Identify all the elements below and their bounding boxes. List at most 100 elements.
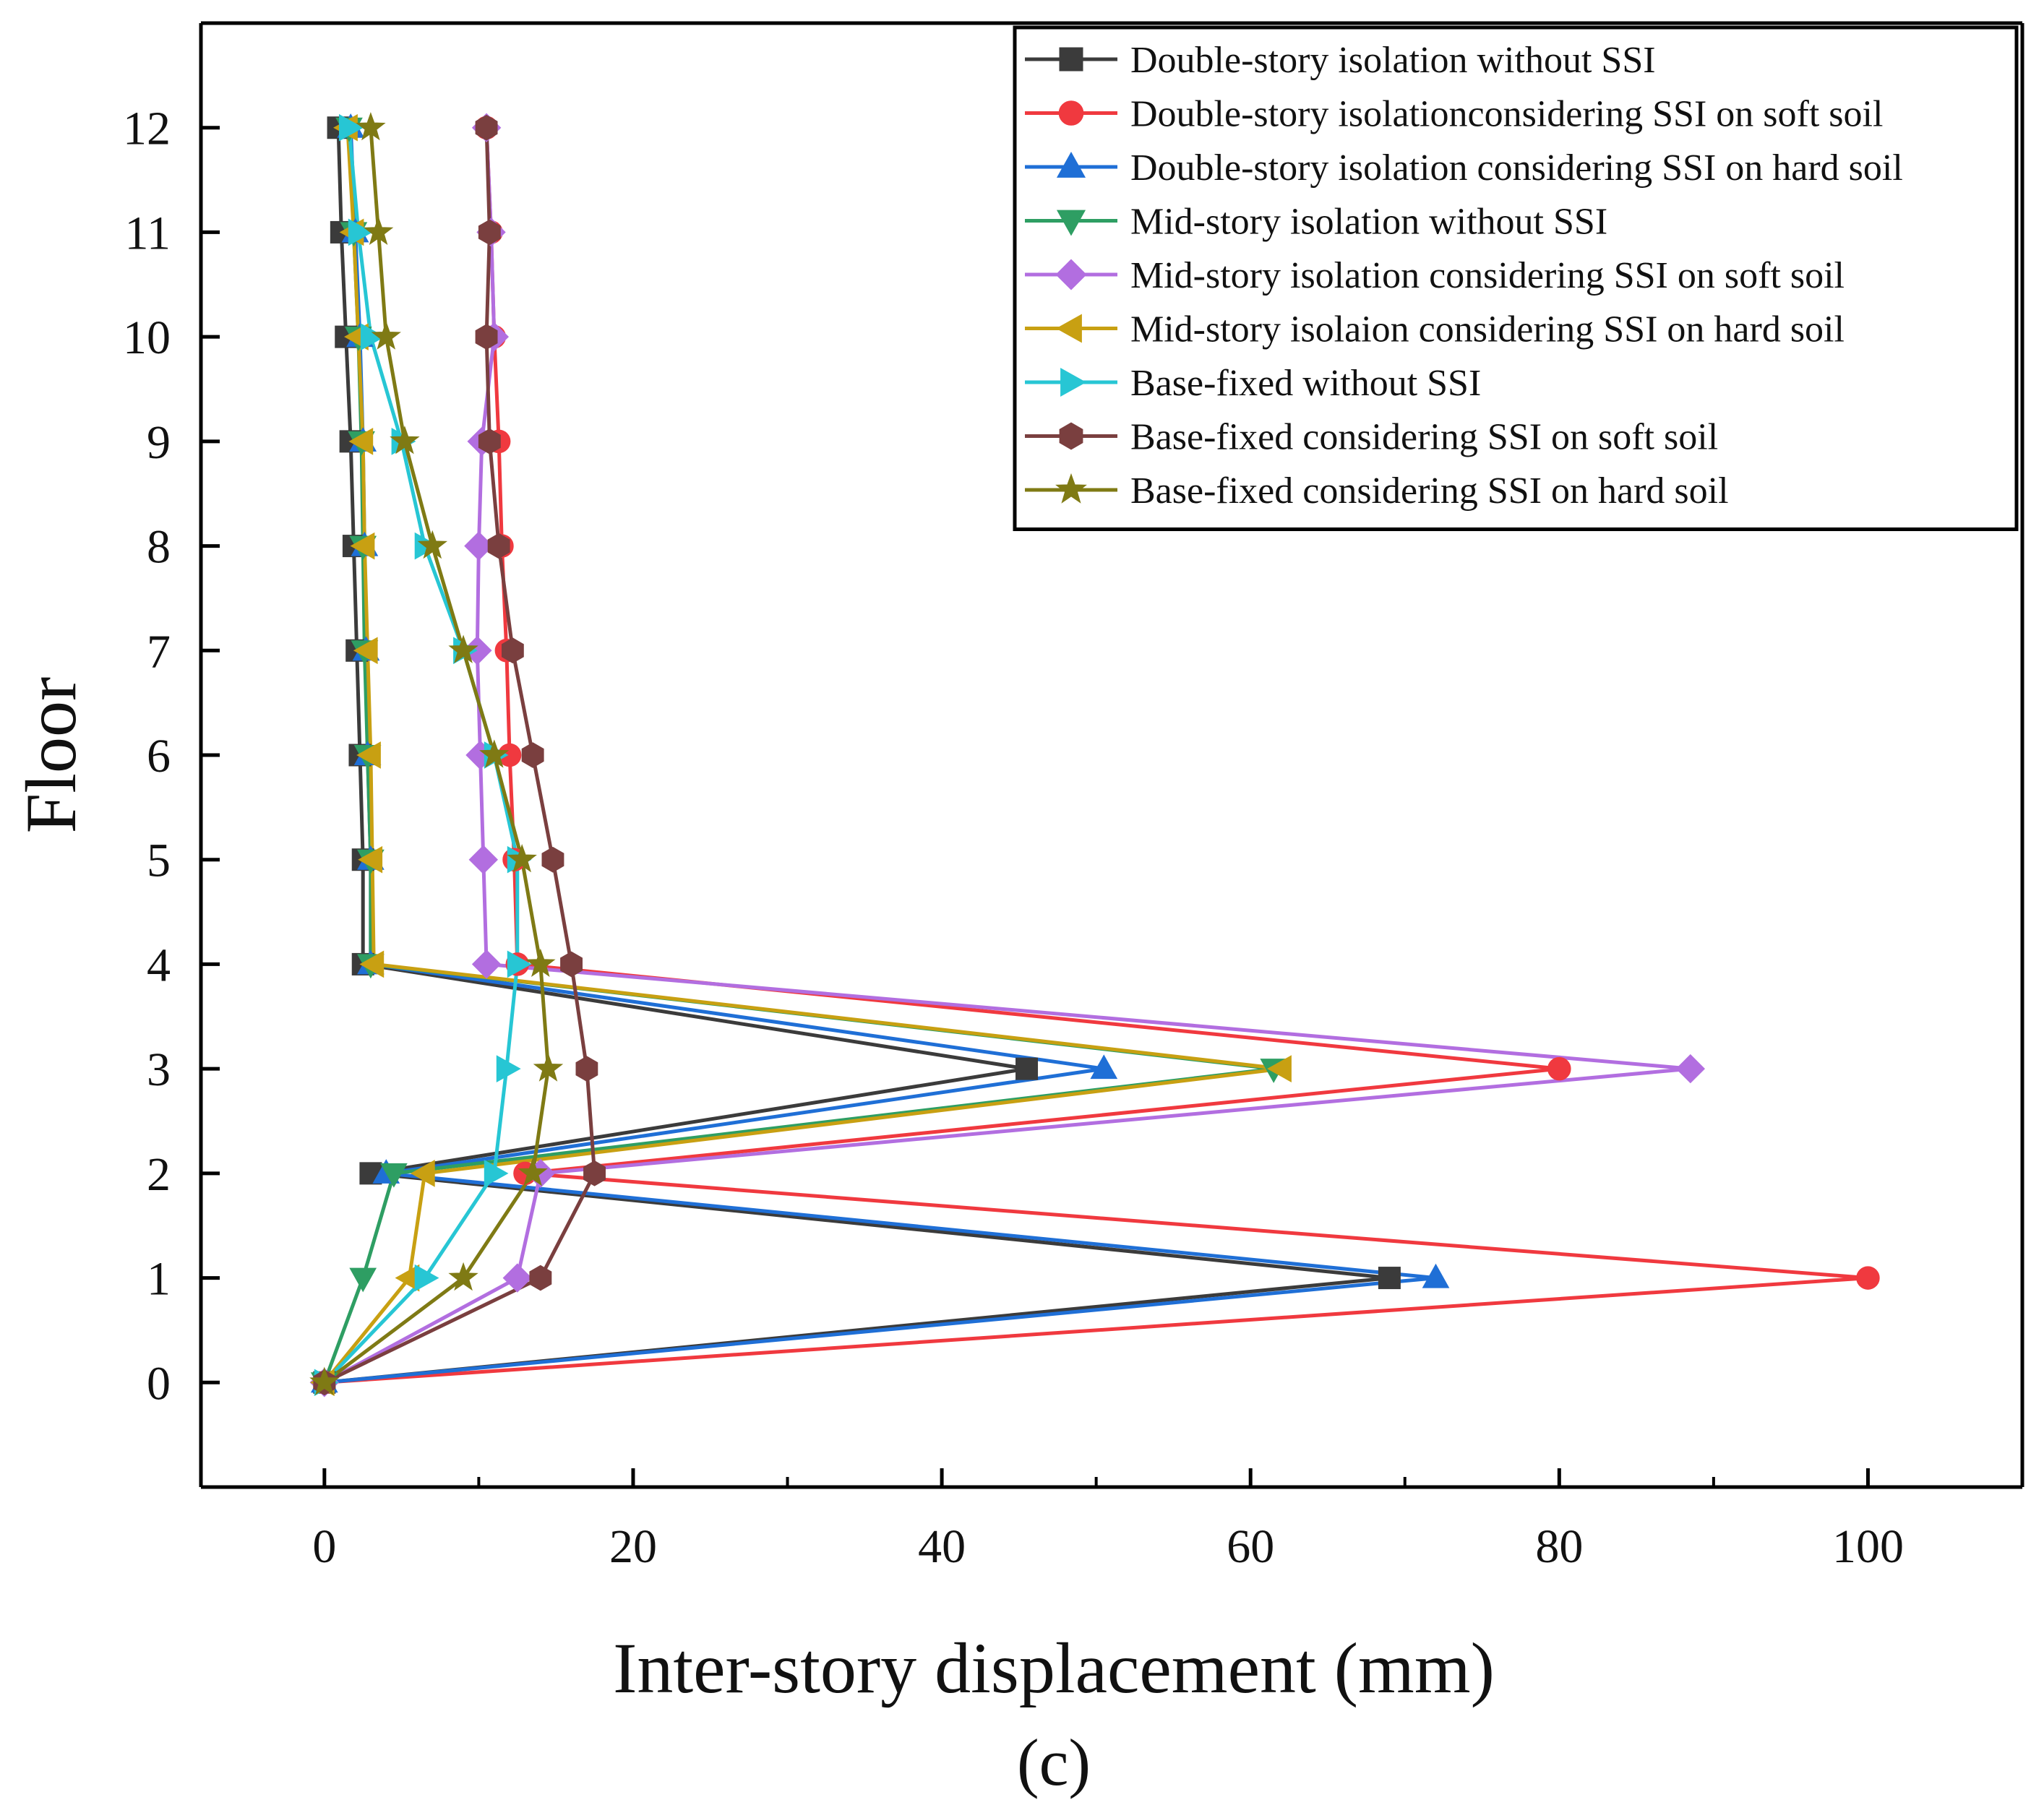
data-point [348,218,373,246]
data-point [496,1055,521,1082]
data-point [1015,1057,1039,1080]
legend-item: Double-story isolationconsidering SSI on… [1025,94,1883,135]
data-point [349,1267,377,1293]
x-tick-label: 0 [312,1520,336,1573]
data-point [487,533,510,559]
x-tick-label: 80 [1535,1520,1583,1573]
data-point [471,949,502,979]
data-point [1422,1263,1450,1288]
data-point [417,530,448,559]
y-tick-label: 8 [147,521,171,574]
data-point [507,950,532,978]
y-tick-label: 7 [147,625,171,678]
legend-item: Double-story isolation without SSI [1025,40,1656,81]
legend-marker [1055,473,1087,504]
data-point [363,216,394,246]
data-point [560,951,583,978]
y-tick-label: 4 [147,939,171,991]
data-point [356,741,381,769]
data-point [468,845,499,874]
data-point [478,428,501,454]
series-8-points [313,114,606,1396]
legend-item: Mid-story isolation without SSI [1025,202,1607,243]
legend-marker [1058,100,1084,126]
data-point [475,324,498,350]
x-axis-title: Inter-story displacement (mm) [613,1628,1495,1708]
y-tick-label: 2 [147,1148,171,1201]
y-tick-label: 12 [123,103,171,155]
data-point [390,426,420,454]
data-point [475,114,498,141]
x-tick-label: 60 [1227,1520,1274,1573]
legend-item: Base-fixed considering SSI on hard soil [1025,470,1729,512]
data-point [529,1265,552,1291]
legend-label: Mid-story isolation without SSI [1130,202,1607,243]
data-point [507,844,537,873]
legend-label: Mid-story isolation considering SSI on s… [1130,255,1845,296]
data-point [525,948,556,978]
legend-marker [1060,367,1087,397]
data-point [309,1366,340,1395]
data-point [479,739,510,768]
data-point [1675,1054,1706,1084]
x-tick-label: 40 [918,1520,966,1573]
data-point [339,113,364,142]
data-point [583,1160,606,1186]
data-point [1856,1266,1880,1290]
legend-marker [1056,151,1086,178]
x-tick-label: 20 [609,1520,657,1573]
legend-label: Double-story isolation considering SSI o… [1130,147,1903,189]
y-tick-label: 5 [147,835,171,887]
y-axis-title: Floor [11,677,91,834]
figure-caption: (c) [1017,1726,1091,1799]
data-point [360,323,385,350]
data-point [356,112,386,141]
y-tick-label: 3 [147,1043,171,1096]
legend-item: Double-story isolation considering SSI o… [1025,147,1903,189]
data-point [533,1053,564,1082]
data-point [448,1262,478,1291]
legend-label: Double-story isolation without SSI [1130,40,1656,81]
y-tick-label: 6 [147,730,171,783]
legend-marker [1055,259,1087,290]
data-point [541,846,564,873]
legend-marker [1056,210,1086,236]
y-tick-label: 9 [147,416,171,469]
legend-item: Base-fixed considering SSI on soft soil [1025,417,1718,458]
data-point [478,219,501,246]
data-point [502,1263,533,1293]
legend-label: Mid-story isolaion considering SSI on ha… [1130,309,1845,350]
x-tick-label: 100 [1832,1520,1904,1573]
legend-label: Double-story isolationconsidering SSI on… [1130,94,1883,135]
legend-label: Base-fixed considering SSI on hard soil [1130,470,1729,512]
data-point [380,1163,408,1188]
series-markers [309,112,1880,1397]
data-point [1090,1054,1118,1080]
data-point [353,637,378,665]
legend-marker [1059,422,1083,450]
y-tick-label: 0 [147,1357,171,1410]
legend-item: Mid-story isolation considering SSI on s… [1025,255,1845,296]
data-point [371,321,401,350]
y-tick-label: 11 [124,207,171,259]
data-point [1547,1056,1571,1081]
legend-label: Base-fixed without SSI [1130,363,1481,404]
data-point [359,950,385,978]
data-point [1267,1055,1292,1082]
legend-item: Mid-story isolaion considering SSI on ha… [1025,309,1845,350]
data-point [414,1264,439,1292]
legend: Double-story isolation without SSI Double… [1013,25,2019,531]
data-point [350,532,375,560]
series-9-points [309,112,564,1395]
data-point [410,1160,435,1187]
data-point [521,742,544,768]
legend-label: Base-fixed considering SSI on soft soil [1130,417,1718,458]
data-point [358,845,383,874]
legend-marker [1055,314,1082,343]
data-point [448,634,478,663]
y-tick-label: 10 [123,311,171,364]
legend-box [1013,25,2019,531]
data-point [502,637,524,664]
